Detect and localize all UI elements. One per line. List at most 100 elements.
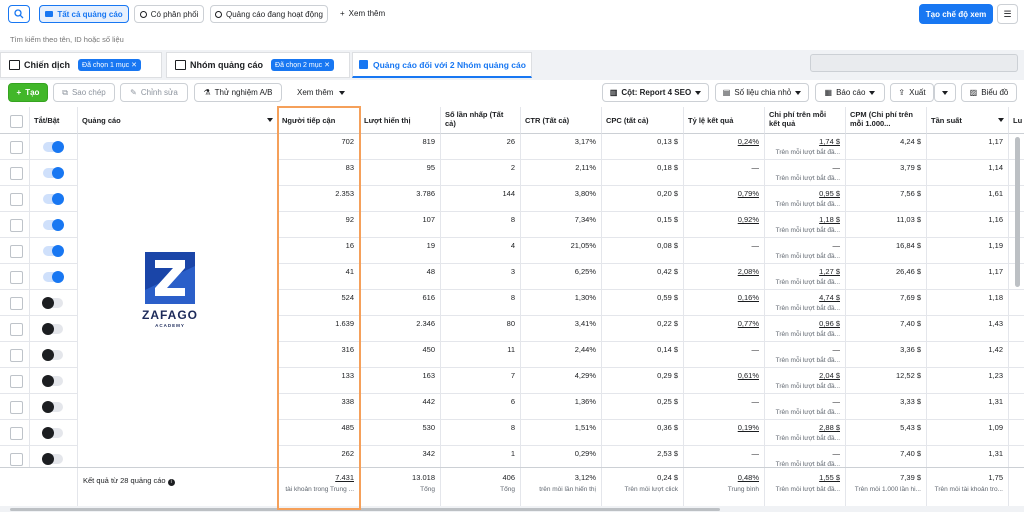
ad-status-toggle[interactable] [42, 453, 63, 465]
row-checkbox[interactable] [10, 219, 23, 232]
search-input[interactable] [0, 30, 1016, 48]
header-cpc[interactable]: CPC (tất cả) [602, 107, 684, 134]
header-result-rate[interactable]: Tỷ lệ kết quả [684, 107, 765, 134]
cell-cost: 2,04 $ Trên mỗi lượt bắt đầ... [765, 368, 846, 393]
cell-imp: 19 [360, 238, 441, 263]
ad-status-toggle[interactable] [42, 323, 63, 335]
row-checkbox[interactable] [10, 375, 23, 388]
row-checkbox[interactable] [10, 323, 23, 336]
select-all-checkbox[interactable] [10, 115, 23, 128]
table-row[interactable]: 338 442 6 1,36% 0,25 $ — — Trên mỗi lượt bắt đầ… [0, 394, 1024, 420]
tab-has-delivery[interactable]: Có phân phối [134, 5, 204, 23]
row-checkbox[interactable] [10, 245, 23, 258]
cell-imp: 48 [360, 264, 441, 289]
tab-ads[interactable]: Quảng cáo đối với 2 Nhóm quảng cáo [352, 52, 532, 78]
table-row[interactable]: 92 107 8 7,34% 0,15 $ 0,92% 1,18 $ Trên mỗi lượ… [0, 212, 1024, 238]
create-button[interactable]: + Tạo [8, 83, 48, 102]
date-range-picker[interactable] [810, 54, 1018, 72]
cell-cost: — Trên mỗi lượt bắt đầ... [765, 238, 846, 263]
value-rate: — [751, 163, 760, 172]
row-checkbox[interactable] [10, 167, 23, 180]
ad-status-toggle[interactable] [43, 141, 64, 153]
row-checkbox[interactable] [10, 297, 23, 310]
ad-status-toggle[interactable] [43, 219, 64, 231]
duplicate-button[interactable]: ⧉ Sao chép [53, 83, 115, 102]
table-row[interactable]: 2.353 3.786 144 3,80% 0,20 $ 0,79% 0,95 $ Trên … [0, 186, 1024, 212]
tab-campaigns[interactable]: Chiến dịch Đã chọn 1 mục ✕ [0, 52, 162, 78]
row-checkbox[interactable] [10, 271, 23, 284]
ad-status-toggle[interactable] [43, 271, 64, 283]
cost-per-result-sublabel: Trên mỗi lượt bắt đầ... [775, 357, 840, 364]
summary-cpm: 7,39 $ Trên mỗi 1.000 lần hi... [846, 468, 927, 506]
reports-button[interactable]: ▦ Báo cáo [815, 83, 885, 102]
breakdown-button[interactable]: ▤ Số liệu chia nhỏ [715, 83, 809, 102]
ad-status-toggle[interactable] [43, 245, 64, 257]
ad-status-toggle[interactable] [42, 401, 63, 413]
search-toggle-button[interactable] [8, 5, 30, 23]
create-view-button[interactable]: Tạo chế độ xem [919, 4, 993, 24]
row-checkbox[interactable] [10, 401, 23, 414]
table-row[interactable]: 83 95 2 2,11% 0,18 $ — — Trên mỗi lượt bắt đầ..… [0, 160, 1024, 186]
more-actions-button[interactable]: Xem thêm [297, 88, 346, 97]
header-impressions[interactable]: Lượt hiển thị [360, 107, 441, 134]
view-settings-button[interactable]: ☰ [997, 4, 1018, 24]
ad-status-toggle[interactable] [42, 375, 63, 387]
sort-icon[interactable] [998, 118, 1004, 122]
ad-status-toggle[interactable] [42, 349, 63, 361]
horizontal-scrollbar[interactable] [10, 508, 720, 511]
table-row[interactable]: 524 616 8 1,30% 0,59 $ 0,16% 4,74 $ Trên mỗi lư… [0, 290, 1024, 316]
value-reach: 41 [345, 267, 354, 276]
tab-active-ads[interactable]: Quảng cáo đang hoạt động [210, 5, 328, 23]
close-icon[interactable]: ✕ [324, 62, 330, 69]
row-checkbox-cell [0, 368, 30, 393]
header-reach[interactable]: Người tiếp cận [278, 107, 360, 134]
tab-all-ads[interactable]: Tất cả quảng cáo [39, 5, 129, 23]
ad-status-toggle[interactable] [43, 193, 64, 205]
close-icon[interactable]: ✕ [131, 62, 137, 69]
tab-adsets[interactable]: Nhóm quảng cáo Đã chọn 2 mục ✕ [166, 52, 350, 78]
charts-button[interactable]: ▨ Biểu đồ [961, 83, 1017, 102]
cell-clicks: 8 [441, 212, 521, 237]
sort-icon[interactable] [267, 118, 273, 122]
adset-selected-badge[interactable]: Đã chọn 2 mục ✕ [271, 59, 334, 71]
table-row[interactable]: 316 450 11 2,44% 0,14 $ — — Trên mỗi lượt bắt đ… [0, 342, 1024, 368]
info-icon[interactable]: i [167, 479, 175, 486]
header-ctr[interactable]: CTR (Tất cả) [521, 107, 602, 134]
chart-icon: ▨ [969, 88, 978, 97]
table-row[interactable]: 133 163 7 4,29% 0,29 $ 0,61% 2,04 $ Trên mỗi lư… [0, 368, 1024, 394]
edit-button[interactable]: ✎ Chỉnh sửa [120, 83, 188, 102]
ad-status-toggle[interactable] [42, 427, 63, 439]
row-checkbox[interactable] [10, 349, 23, 362]
header-next-column[interactable]: Lu [1009, 107, 1024, 134]
header-frequency[interactable]: Tần suất [927, 107, 1009, 134]
columns-button[interactable]: ▥ Cột: Report 4 SEO [602, 83, 709, 102]
search-bar [0, 28, 1024, 50]
export-button[interactable]: ⇪ Xuất [890, 83, 934, 102]
table-row[interactable]: 262 342 1 0,29% 2,53 $ — — Trên mỗi lượt bắt đầ… [0, 446, 1024, 467]
vertical-scrollbar[interactable] [1015, 137, 1020, 287]
table-row[interactable]: 485 530 8 1,51% 0,36 $ 0,19% 2,88 $ Trên mỗi lư… [0, 420, 1024, 446]
row-checkbox[interactable] [10, 193, 23, 206]
row-checkbox[interactable] [10, 427, 23, 440]
more-views-button[interactable]: + Xem thêm [340, 9, 386, 18]
table-row[interactable]: 41 48 3 6,25% 0,42 $ 2,08% 1,27 $ Trên mỗi lượt… [0, 264, 1024, 290]
header-ad-name[interactable]: Quảng cáo [78, 107, 278, 134]
value-rate: — [751, 449, 760, 458]
value-cpm: 3,79 $ [900, 163, 921, 172]
header-cost-per-result[interactable]: Chi phí trên mỗi kết quả [765, 107, 846, 134]
ad-status-toggle[interactable] [43, 167, 64, 179]
value-cpm: 3,36 $ [900, 345, 921, 354]
row-checkbox[interactable] [10, 453, 23, 466]
table-row[interactable]: 702 819 26 3,17% 0,13 $ 0,24% 1,74 $ Trên mỗi l… [0, 134, 1024, 160]
header-clicks[interactable]: Số lần nhấp (Tất cả) [441, 107, 521, 134]
ab-test-button[interactable]: ⚗ Thử nghiệm A/B [194, 83, 282, 102]
value-cost: — [832, 397, 841, 406]
ad-status-toggle[interactable] [42, 297, 63, 309]
export-dropdown-button[interactable] [934, 83, 956, 102]
table-row[interactable]: 16 19 4 21,05% 0,08 $ — — Trên mỗi lượt bắt đầ.… [0, 238, 1024, 264]
cell-rate: 0,77% [684, 316, 765, 341]
row-checkbox[interactable] [10, 141, 23, 154]
table-row[interactable]: 1.639 2.346 80 3,41% 0,22 $ 0,77% 0,96 $ Trên m… [0, 316, 1024, 342]
campaign-selected-badge[interactable]: Đã chọn 1 mục ✕ [78, 59, 141, 71]
header-cpm[interactable]: CPM (Chi phí trên mỗi 1.000... [846, 107, 927, 134]
